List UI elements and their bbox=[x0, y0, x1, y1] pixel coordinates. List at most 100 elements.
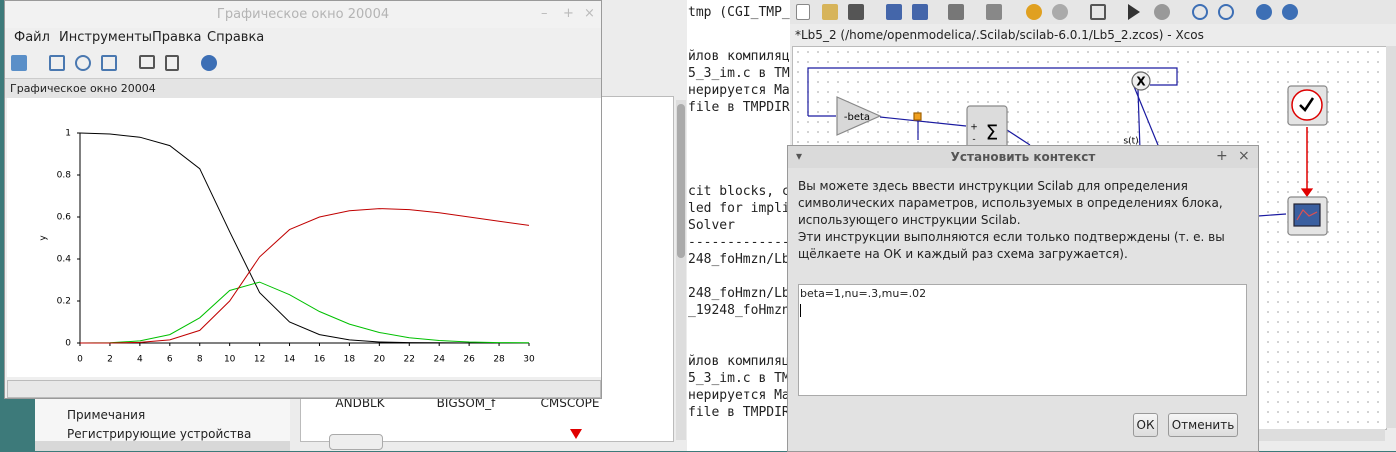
block-label: - bbox=[972, 135, 975, 145]
new-icon[interactable] bbox=[796, 4, 810, 20]
figure-label-bar: Графическое окно 20004 bbox=[5, 78, 601, 98]
gain-block[interactable] bbox=[836, 96, 882, 136]
scrollbar[interactable] bbox=[35, 441, 290, 451]
product-block[interactable] bbox=[1131, 71, 1151, 91]
window-title: Графическое окно 20004 bbox=[216, 7, 390, 22]
y-axis-label: y bbox=[39, 235, 49, 241]
palette-category-list: Примечания Регистрирующие устройства bbox=[35, 390, 290, 451]
description-line: использующего инструкции Scilab. bbox=[798, 213, 1021, 227]
graphics-window: Графическое окно 20004 – + × Файл Инструм… bbox=[4, 0, 602, 399]
menu-bar: Файл Инструменты Правка Справка bbox=[5, 28, 601, 48]
palette-category[interactable]: Регистрирующие устройства bbox=[67, 427, 252, 441]
link bbox=[1132, 83, 1161, 151]
zoom-out-icon[interactable] bbox=[101, 55, 117, 71]
open-icon[interactable] bbox=[822, 4, 838, 20]
x-tick-label: 24 bbox=[433, 355, 445, 365]
zoom-out-icon[interactable] bbox=[1218, 4, 1234, 20]
redo-icon[interactable] bbox=[1052, 4, 1068, 20]
xcos-title: *Lb5_2 (/home/openmodelica/.Scilab/scila… bbox=[795, 28, 1204, 42]
zoom-reset-icon[interactable] bbox=[75, 55, 91, 71]
undo-icon[interactable] bbox=[1026, 4, 1042, 20]
xcos-toolbar bbox=[790, 0, 1396, 24]
setup-icon[interactable] bbox=[1256, 4, 1272, 20]
context-dialog: ▾ Установить контекст + × Вы можете здес… bbox=[787, 145, 1259, 452]
title-bar: Графическое окно 20004 – + × bbox=[5, 1, 601, 28]
menu-item[interactable]: Правка bbox=[152, 30, 202, 45]
x-tick-label: 12 bbox=[254, 355, 265, 365]
context-editor[interactable]: beta=1,nu=.3,mu=.02 bbox=[798, 284, 1247, 396]
help-icon[interactable] bbox=[201, 55, 217, 71]
menu-item[interactable]: Файл bbox=[14, 30, 50, 45]
ok-button[interactable]: ОК bbox=[1133, 413, 1158, 437]
save-icon[interactable] bbox=[886, 4, 902, 20]
block-label: + bbox=[970, 123, 978, 133]
y-tick-label: 0.6 bbox=[57, 213, 72, 223]
delete-icon[interactable] bbox=[986, 4, 1002, 20]
console-line: нерируется Ма bbox=[688, 83, 790, 98]
console-line: 248_foHmzn/Lb bbox=[688, 252, 790, 267]
status-bar bbox=[7, 380, 601, 398]
scrollbar[interactable] bbox=[1386, 46, 1396, 428]
help-icon[interactable] bbox=[1282, 4, 1298, 20]
y-tick-label: 0.8 bbox=[57, 171, 72, 181]
console-line: 5_3_im.c в TM bbox=[688, 371, 790, 386]
datatip-icon[interactable] bbox=[139, 55, 155, 69]
link bbox=[879, 116, 967, 127]
menu-item[interactable]: Справка bbox=[207, 30, 265, 45]
dialog-title-bar: ▾ Установить контекст + × bbox=[788, 146, 1258, 168]
description-line: щёлкаете на ОК и каждый раз схема загруж… bbox=[798, 247, 1128, 261]
series-line bbox=[79, 281, 530, 344]
scrollbar-thumb[interactable] bbox=[677, 104, 685, 258]
block-name[interactable]: BIGSOM_f bbox=[436, 396, 496, 410]
x-tick-label: 28 bbox=[493, 355, 505, 365]
zoom-in-icon[interactable] bbox=[49, 55, 65, 71]
scope-screen bbox=[1293, 203, 1321, 227]
x-tick-label: 20 bbox=[374, 355, 386, 365]
fit-icon[interactable] bbox=[1090, 4, 1106, 20]
x-tick-label: 30 bbox=[523, 355, 535, 365]
split-point bbox=[913, 112, 922, 121]
open-in-icon[interactable] bbox=[848, 4, 864, 20]
menu-item[interactable]: Инструменты bbox=[59, 30, 153, 45]
maximize-button[interactable]: + bbox=[563, 6, 574, 21]
editor-icon[interactable] bbox=[165, 55, 179, 71]
start-icon[interactable] bbox=[1128, 4, 1140, 20]
link bbox=[807, 67, 1178, 116]
zoom-in-icon[interactable] bbox=[1192, 4, 1208, 20]
block-name[interactable]: CMSCOPE bbox=[540, 396, 600, 410]
y-tick-label: 0.2 bbox=[57, 297, 71, 307]
close-button[interactable]: × bbox=[584, 6, 595, 21]
figure-label: Графическое окно 20004 bbox=[10, 82, 156, 95]
rotate-icon[interactable] bbox=[11, 55, 27, 71]
maximize-button[interactable]: + bbox=[1216, 148, 1228, 164]
console-line: Solver bbox=[688, 218, 735, 233]
console-line: 5_3_im.c в TM bbox=[688, 66, 790, 81]
minimize-button[interactable]: – bbox=[541, 6, 548, 21]
save-as-icon[interactable] bbox=[912, 4, 928, 20]
y-tick-label: 0.4 bbox=[57, 255, 72, 265]
cancel-button[interactable]: Отменить bbox=[1168, 413, 1238, 437]
x-tick-label: 22 bbox=[404, 355, 415, 365]
palette-category[interactable]: Примечания bbox=[67, 408, 146, 422]
dialog-menu-button[interactable]: ▾ bbox=[796, 149, 803, 163]
description-line: символических параметров, используемых в… bbox=[798, 196, 1223, 210]
console-line: led for impli bbox=[688, 201, 790, 216]
x-tick-label: 26 bbox=[463, 355, 475, 365]
console-line: йлов компиляц bbox=[688, 354, 790, 369]
x-tick-label: 2 bbox=[107, 355, 113, 365]
scrollbar[interactable] bbox=[676, 100, 686, 440]
block-icon[interactable] bbox=[329, 434, 383, 450]
chart: 0 2 4 6 8 10 12 14 16 18 20 22 24 26 28 3000.20.40.60.8… bbox=[39, 129, 535, 365]
close-button[interactable]: × bbox=[1238, 148, 1250, 164]
arrow-head bbox=[1300, 188, 1314, 198]
link bbox=[1137, 89, 1141, 151]
print-icon[interactable] bbox=[948, 4, 964, 20]
block-label: Σ bbox=[986, 121, 999, 145]
link bbox=[1257, 213, 1287, 217]
context-text: beta=1,nu=.3,mu=.02 bbox=[800, 287, 927, 300]
y-tick-label: 1 bbox=[65, 129, 71, 139]
block-name[interactable]: ANDBLK bbox=[335, 396, 385, 410]
stop-icon[interactable] bbox=[1154, 4, 1170, 20]
block-label: s(t) bbox=[1123, 137, 1138, 147]
plot-area: 0 2 4 6 8 10 12 14 16 18 20 22 24 26 28 30 0 0.2 0.4 0.6 0.8… bbox=[7, 98, 601, 377]
